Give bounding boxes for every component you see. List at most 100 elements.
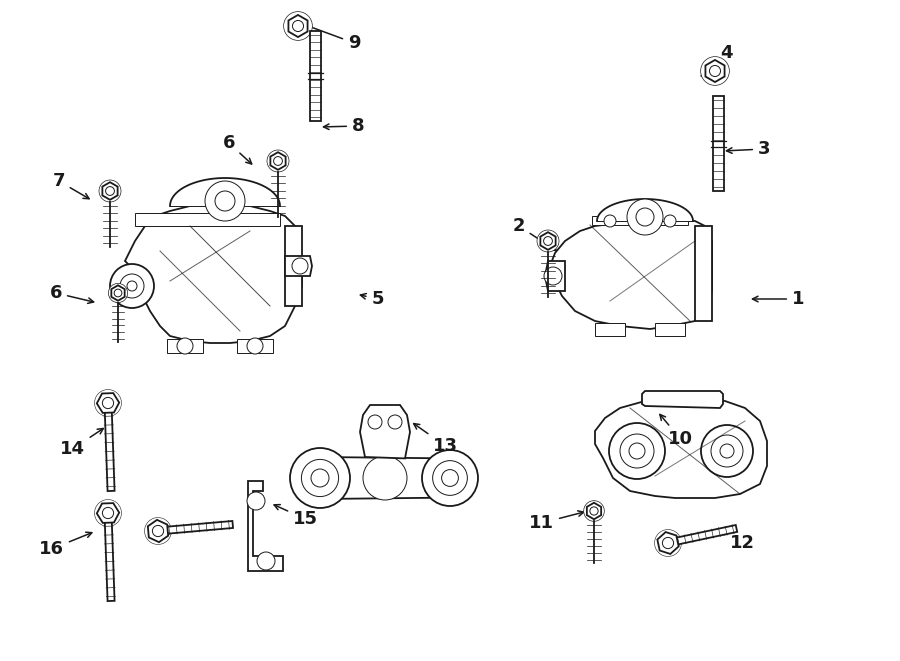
Circle shape <box>274 157 283 165</box>
Polygon shape <box>125 203 302 343</box>
Circle shape <box>257 552 275 570</box>
Polygon shape <box>97 503 119 523</box>
Polygon shape <box>706 60 724 82</box>
Circle shape <box>94 500 122 526</box>
Text: 9: 9 <box>304 24 361 52</box>
Text: 5: 5 <box>360 290 384 308</box>
Polygon shape <box>595 398 767 498</box>
Circle shape <box>544 237 553 245</box>
Polygon shape <box>270 152 285 170</box>
Circle shape <box>99 180 121 202</box>
Polygon shape <box>540 232 555 250</box>
Circle shape <box>442 469 458 486</box>
Polygon shape <box>642 391 723 408</box>
Polygon shape <box>713 96 724 191</box>
Circle shape <box>664 215 676 227</box>
Polygon shape <box>320 457 450 499</box>
Circle shape <box>609 423 665 479</box>
Polygon shape <box>657 532 679 554</box>
Polygon shape <box>285 256 312 276</box>
Polygon shape <box>310 31 320 121</box>
Circle shape <box>302 459 338 496</box>
Circle shape <box>433 461 467 495</box>
Circle shape <box>110 264 154 308</box>
Circle shape <box>177 338 193 354</box>
Text: 15: 15 <box>274 504 318 528</box>
Polygon shape <box>158 521 233 535</box>
Polygon shape <box>104 403 114 491</box>
Text: 16: 16 <box>39 532 92 558</box>
Polygon shape <box>592 216 688 225</box>
Polygon shape <box>360 405 410 458</box>
Polygon shape <box>550 219 712 329</box>
Circle shape <box>94 389 122 416</box>
Circle shape <box>127 281 137 291</box>
Polygon shape <box>587 503 601 520</box>
Polygon shape <box>97 393 119 413</box>
Polygon shape <box>288 15 308 37</box>
Polygon shape <box>167 339 203 353</box>
Text: 6: 6 <box>222 134 252 164</box>
Circle shape <box>145 518 171 545</box>
Circle shape <box>368 415 382 429</box>
Circle shape <box>103 397 113 408</box>
Text: 11: 11 <box>529 511 584 532</box>
Polygon shape <box>597 199 693 221</box>
Circle shape <box>292 20 303 32</box>
Circle shape <box>205 181 245 221</box>
Circle shape <box>311 469 329 487</box>
Polygon shape <box>248 481 283 571</box>
Circle shape <box>388 415 402 429</box>
Text: 7: 7 <box>52 172 89 199</box>
Polygon shape <box>667 525 737 547</box>
Circle shape <box>720 444 734 458</box>
Circle shape <box>114 289 122 297</box>
Circle shape <box>247 338 263 354</box>
Polygon shape <box>545 261 565 291</box>
Circle shape <box>537 230 559 252</box>
Circle shape <box>422 450 478 506</box>
Text: 14: 14 <box>60 428 104 458</box>
Circle shape <box>290 448 350 508</box>
Text: 4: 4 <box>701 44 733 76</box>
Polygon shape <box>170 178 280 206</box>
Polygon shape <box>695 226 712 321</box>
Circle shape <box>105 186 114 196</box>
Polygon shape <box>104 513 114 601</box>
Circle shape <box>700 57 729 85</box>
Text: 13: 13 <box>414 424 458 455</box>
Circle shape <box>363 456 407 500</box>
Circle shape <box>711 435 743 467</box>
Circle shape <box>654 529 681 557</box>
Text: 6: 6 <box>50 284 94 303</box>
Circle shape <box>701 425 753 477</box>
Text: 1: 1 <box>752 290 805 308</box>
Circle shape <box>604 215 616 227</box>
Circle shape <box>627 199 663 235</box>
Circle shape <box>544 267 562 285</box>
Circle shape <box>584 500 604 522</box>
Circle shape <box>267 150 289 172</box>
Circle shape <box>108 284 128 303</box>
Polygon shape <box>103 182 118 200</box>
Circle shape <box>284 12 312 40</box>
Text: 10: 10 <box>660 414 693 448</box>
Circle shape <box>103 508 113 519</box>
Polygon shape <box>135 213 280 226</box>
Text: 2: 2 <box>512 217 556 251</box>
Circle shape <box>590 507 598 515</box>
Circle shape <box>215 191 235 211</box>
Text: 12: 12 <box>714 529 755 552</box>
Polygon shape <box>655 323 685 336</box>
Circle shape <box>620 434 654 468</box>
Circle shape <box>629 443 645 459</box>
Circle shape <box>120 274 144 298</box>
Polygon shape <box>285 226 302 306</box>
Circle shape <box>247 492 265 510</box>
Circle shape <box>152 525 164 537</box>
Polygon shape <box>595 323 625 336</box>
Text: 3: 3 <box>726 140 770 158</box>
Polygon shape <box>148 520 168 542</box>
Text: 8: 8 <box>323 117 364 135</box>
Polygon shape <box>112 286 125 301</box>
